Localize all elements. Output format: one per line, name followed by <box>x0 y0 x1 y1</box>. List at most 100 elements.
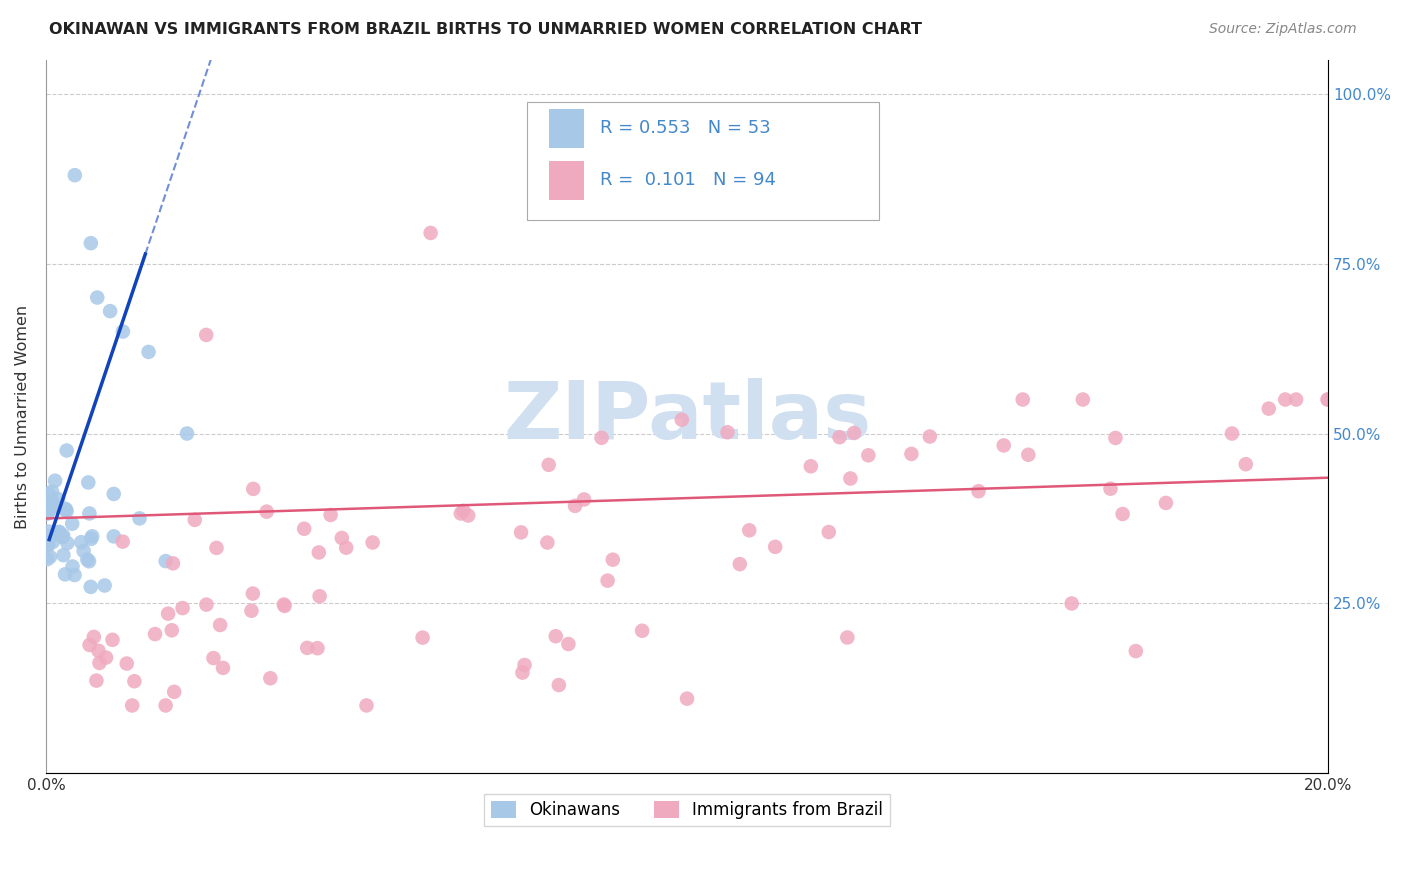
Point <box>87 644 110 658</box>
Point <box>44 500 66 514</box>
Point <box>60 516 83 531</box>
Point <box>1071 392 1094 407</box>
Point <box>89 656 111 670</box>
Point <box>103 529 125 543</box>
Point <box>319 508 342 522</box>
Point <box>763 540 786 554</box>
Point <box>205 541 228 555</box>
Point <box>631 624 654 638</box>
Point <box>86 673 108 688</box>
Point <box>361 535 384 549</box>
Point <box>1099 482 1122 496</box>
Point <box>330 531 353 545</box>
Point <box>77 475 100 490</box>
Point <box>63 568 86 582</box>
Point <box>157 607 180 621</box>
Point <box>52 530 75 544</box>
Point <box>39 549 62 564</box>
Point <box>42 534 65 549</box>
Point <box>44 474 66 488</box>
Point <box>457 508 479 523</box>
Point <box>242 586 264 600</box>
Point <box>115 657 138 671</box>
Text: Source: ZipAtlas.com: Source: ZipAtlas.com <box>1209 22 1357 37</box>
Point <box>83 630 105 644</box>
Point <box>79 507 101 521</box>
Point <box>1317 392 1340 407</box>
Point <box>55 504 77 518</box>
Point <box>62 559 84 574</box>
Point <box>37 538 59 552</box>
Point <box>143 627 166 641</box>
Point <box>1011 392 1033 407</box>
Point <box>56 536 79 550</box>
Point <box>1125 644 1147 658</box>
Point <box>591 431 613 445</box>
Point <box>242 482 264 496</box>
Point <box>307 641 329 656</box>
Point <box>1220 426 1243 441</box>
FancyBboxPatch shape <box>548 161 585 200</box>
Text: R = 0.553   N = 53: R = 0.553 N = 53 <box>600 120 770 137</box>
Point <box>163 685 186 699</box>
Point <box>98 304 121 318</box>
Point <box>37 538 59 552</box>
Point <box>259 671 281 685</box>
Point <box>839 471 862 485</box>
Point <box>63 168 86 182</box>
Point <box>292 522 315 536</box>
Point <box>72 544 94 558</box>
Point <box>450 507 472 521</box>
Point <box>41 528 63 542</box>
Point <box>716 425 738 440</box>
Point <box>184 513 207 527</box>
Point <box>162 557 184 571</box>
Point <box>1154 496 1177 510</box>
Point <box>103 487 125 501</box>
Point <box>453 504 475 518</box>
Point <box>1111 507 1133 521</box>
Point <box>209 618 232 632</box>
Point <box>837 631 859 645</box>
Point <box>82 529 104 543</box>
Point <box>121 698 143 713</box>
Point <box>79 638 101 652</box>
Point <box>1257 401 1279 416</box>
Point <box>547 678 569 692</box>
Point <box>572 492 595 507</box>
Point <box>1060 597 1083 611</box>
Point <box>557 637 579 651</box>
Point <box>1104 431 1126 445</box>
Point <box>513 657 536 672</box>
Point <box>1234 457 1257 471</box>
Point <box>52 528 75 542</box>
Point <box>918 429 941 443</box>
Point <box>335 541 357 555</box>
FancyBboxPatch shape <box>527 103 879 220</box>
Point <box>544 629 567 643</box>
Point <box>800 459 823 474</box>
Point <box>86 291 108 305</box>
Point <box>212 661 235 675</box>
Text: OKINAWAN VS IMMIGRANTS FROM BRAZIL BIRTHS TO UNMARRIED WOMEN CORRELATION CHART: OKINAWAN VS IMMIGRANTS FROM BRAZIL BIRTH… <box>49 22 922 37</box>
Point <box>38 505 60 519</box>
Point <box>419 226 441 240</box>
Point <box>676 691 699 706</box>
Point <box>564 499 586 513</box>
Point <box>728 557 751 571</box>
Point <box>46 492 69 507</box>
Point <box>38 486 60 500</box>
Point <box>39 500 62 515</box>
Point <box>41 494 63 508</box>
Point <box>256 505 278 519</box>
Point <box>512 665 534 680</box>
Point <box>37 504 59 518</box>
Point <box>596 574 619 588</box>
Point <box>70 535 93 549</box>
Point <box>1017 448 1039 462</box>
Point <box>128 511 150 525</box>
Point <box>308 545 330 559</box>
Point <box>202 651 225 665</box>
Point <box>111 325 134 339</box>
Point <box>37 498 59 512</box>
